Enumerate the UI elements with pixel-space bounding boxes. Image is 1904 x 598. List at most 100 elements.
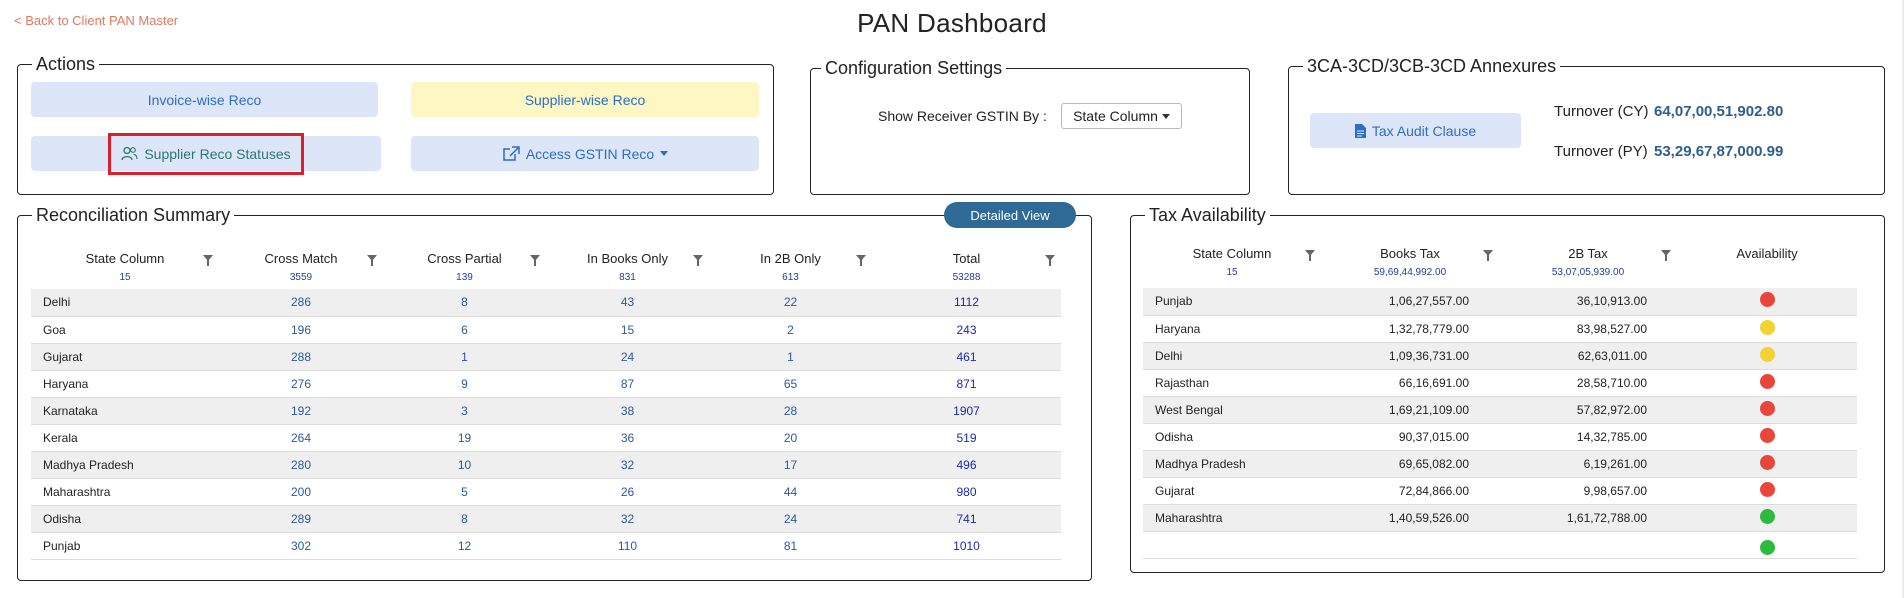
availability-status-yellow — [1759, 319, 1775, 335]
availability-status-red — [1759, 427, 1775, 443]
table-row: Madhya Pradesh 69,65,082.00 6,19,261.00 — [1143, 450, 1857, 478]
table-row: Karnataka 192 3 38 28 1907 — [31, 397, 1061, 425]
supplier-reco-statuses-button[interactable]: Supplier Reco Statuses — [31, 136, 381, 171]
count-cell[interactable]: 264 — [219, 424, 383, 452]
count-cell[interactable]: 496 — [872, 451, 1061, 479]
count-cell[interactable]: 24 — [546, 343, 709, 371]
count-cell[interactable]: 43 — [546, 289, 709, 317]
state-cell: Gujarat — [31, 343, 219, 371]
2b-tax-cell: 83,98,527.00 — [1499, 315, 1677, 343]
document-icon — [1354, 123, 1366, 138]
filter-icon[interactable] — [693, 255, 703, 266]
page-scrollbar[interactable] — [1902, 0, 1904, 598]
count-cell[interactable]: 280 — [219, 451, 383, 479]
invoice-wise-reco-button[interactable]: Invoice-wise Reco — [31, 82, 378, 117]
count-cell[interactable]: 44 — [709, 478, 872, 506]
table-row: Haryana 276 9 87 65 871 — [31, 370, 1061, 398]
count-cell[interactable]: 36 — [546, 424, 709, 452]
filter-icon[interactable] — [1661, 250, 1671, 261]
tax-audit-clause-button[interactable]: Tax Audit Clause — [1310, 113, 1521, 148]
tax-column-count: 53,07,05,939.00 — [1551, 267, 1625, 278]
filter-icon[interactable] — [367, 255, 377, 266]
2b-tax-cell: 9,98,657.00 — [1499, 477, 1677, 505]
count-cell[interactable]: 461 — [872, 343, 1061, 371]
2b-tax-cell — [1499, 531, 1677, 559]
count-cell[interactable]: 1 — [383, 343, 546, 371]
reco-column-label: In 2B Only — [760, 251, 821, 266]
filter-icon[interactable] — [1483, 250, 1493, 261]
availability-status-red — [1759, 481, 1775, 497]
filter-icon[interactable] — [203, 255, 213, 266]
table-row: Maharashtra 200 5 26 44 980 — [31, 478, 1061, 506]
table-row: Madhya Pradesh 280 10 32 17 496 — [31, 451, 1061, 479]
count-cell[interactable]: 1010 — [872, 532, 1061, 560]
state-cell: Karnataka — [31, 397, 219, 425]
filter-icon[interactable] — [1305, 250, 1315, 261]
count-cell[interactable]: 20 — [709, 424, 872, 452]
tax-column-label: 2B Tax — [1568, 246, 1608, 261]
turnover-py-label: Turnover (PY) — [1554, 143, 1648, 160]
count-cell[interactable]: 110 — [546, 532, 709, 560]
count-cell[interactable]: 19 — [383, 424, 546, 452]
count-cell[interactable]: 519 — [872, 424, 1061, 452]
count-cell[interactable]: 12 — [383, 532, 546, 560]
count-cell[interactable]: 24 — [709, 505, 872, 533]
availability-status-red — [1759, 454, 1775, 470]
turnover-cy-label: Turnover (CY) — [1554, 103, 1649, 120]
access-gstin-reco-button[interactable]: Access GSTIN Reco — [411, 136, 759, 171]
2b-tax-cell: 14,32,785.00 — [1499, 423, 1677, 451]
tax-table-scroll[interactable]: State Column 15 Books Tax 59,69,44,992.00 2B… — [1143, 240, 1857, 562]
count-cell[interactable]: 5 — [383, 478, 546, 506]
count-cell[interactable]: 26 — [546, 478, 709, 506]
count-cell[interactable]: 38 — [546, 397, 709, 425]
count-cell[interactable]: 9 — [383, 370, 546, 398]
annexures-panel: 3CA-3CD/3CB-3CD Annexures — [1288, 57, 1885, 195]
count-cell[interactable]: 243 — [872, 316, 1061, 344]
count-cell[interactable]: 87 — [546, 370, 709, 398]
count-cell[interactable]: 302 — [219, 532, 383, 560]
count-cell[interactable]: 289 — [219, 505, 383, 533]
count-cell[interactable]: 32 — [546, 451, 709, 479]
count-cell[interactable]: 192 — [219, 397, 383, 425]
count-cell[interactable]: 1 — [709, 343, 872, 371]
count-cell[interactable]: 741 — [872, 505, 1061, 533]
selection-highlight — [108, 133, 304, 175]
count-cell[interactable]: 32 — [546, 505, 709, 533]
books-tax-cell: 66,16,691.00 — [1321, 369, 1499, 397]
reco-column-header: Cross Partial 139 — [383, 245, 546, 289]
filter-icon[interactable] — [1045, 255, 1055, 266]
2b-tax-cell: 36,10,913.00 — [1499, 288, 1677, 316]
count-cell[interactable]: 65 — [709, 370, 872, 398]
count-cell[interactable]: 3 — [383, 397, 546, 425]
supplier-wise-reco-button[interactable]: Supplier-wise Reco — [411, 82, 759, 117]
count-cell[interactable]: 8 — [383, 505, 546, 533]
count-cell[interactable]: 288 — [219, 343, 383, 371]
count-cell[interactable]: 6 — [383, 316, 546, 344]
count-cell[interactable]: 980 — [872, 478, 1061, 506]
count-cell[interactable]: 1907 — [872, 397, 1061, 425]
receiver-gstin-dropdown[interactable]: State Column — [1061, 103, 1182, 129]
back-to-client-pan-master-link[interactable]: < Back to Client PAN Master — [14, 13, 179, 28]
count-cell[interactable]: 286 — [219, 289, 383, 317]
filter-icon[interactable] — [856, 255, 866, 266]
count-cell[interactable]: 200 — [219, 478, 383, 506]
detailed-view-button[interactable]: Detailed View — [944, 202, 1076, 228]
count-cell[interactable]: 22 — [709, 289, 872, 317]
count-cell[interactable]: 1112 — [872, 289, 1061, 317]
filter-icon[interactable] — [530, 255, 540, 266]
count-cell[interactable]: 8 — [383, 289, 546, 317]
table-row: Goa 196 6 15 2 243 — [31, 316, 1061, 344]
reco-column-label: Cross Partial — [427, 251, 502, 266]
count-cell[interactable]: 15 — [546, 316, 709, 344]
state-cell: Maharashtra — [31, 478, 219, 506]
count-cell[interactable]: 81 — [709, 532, 872, 560]
tax-availability-legend: Tax Availability — [1149, 205, 1266, 225]
count-cell[interactable]: 871 — [872, 370, 1061, 398]
count-cell[interactable]: 2 — [709, 316, 872, 344]
count-cell[interactable]: 196 — [219, 316, 383, 344]
count-cell[interactable]: 10 — [383, 451, 546, 479]
count-cell[interactable]: 17 — [709, 451, 872, 479]
count-cell[interactable]: 28 — [709, 397, 872, 425]
receiver-gstin-selected: State Column — [1073, 108, 1158, 124]
count-cell[interactable]: 276 — [219, 370, 383, 398]
